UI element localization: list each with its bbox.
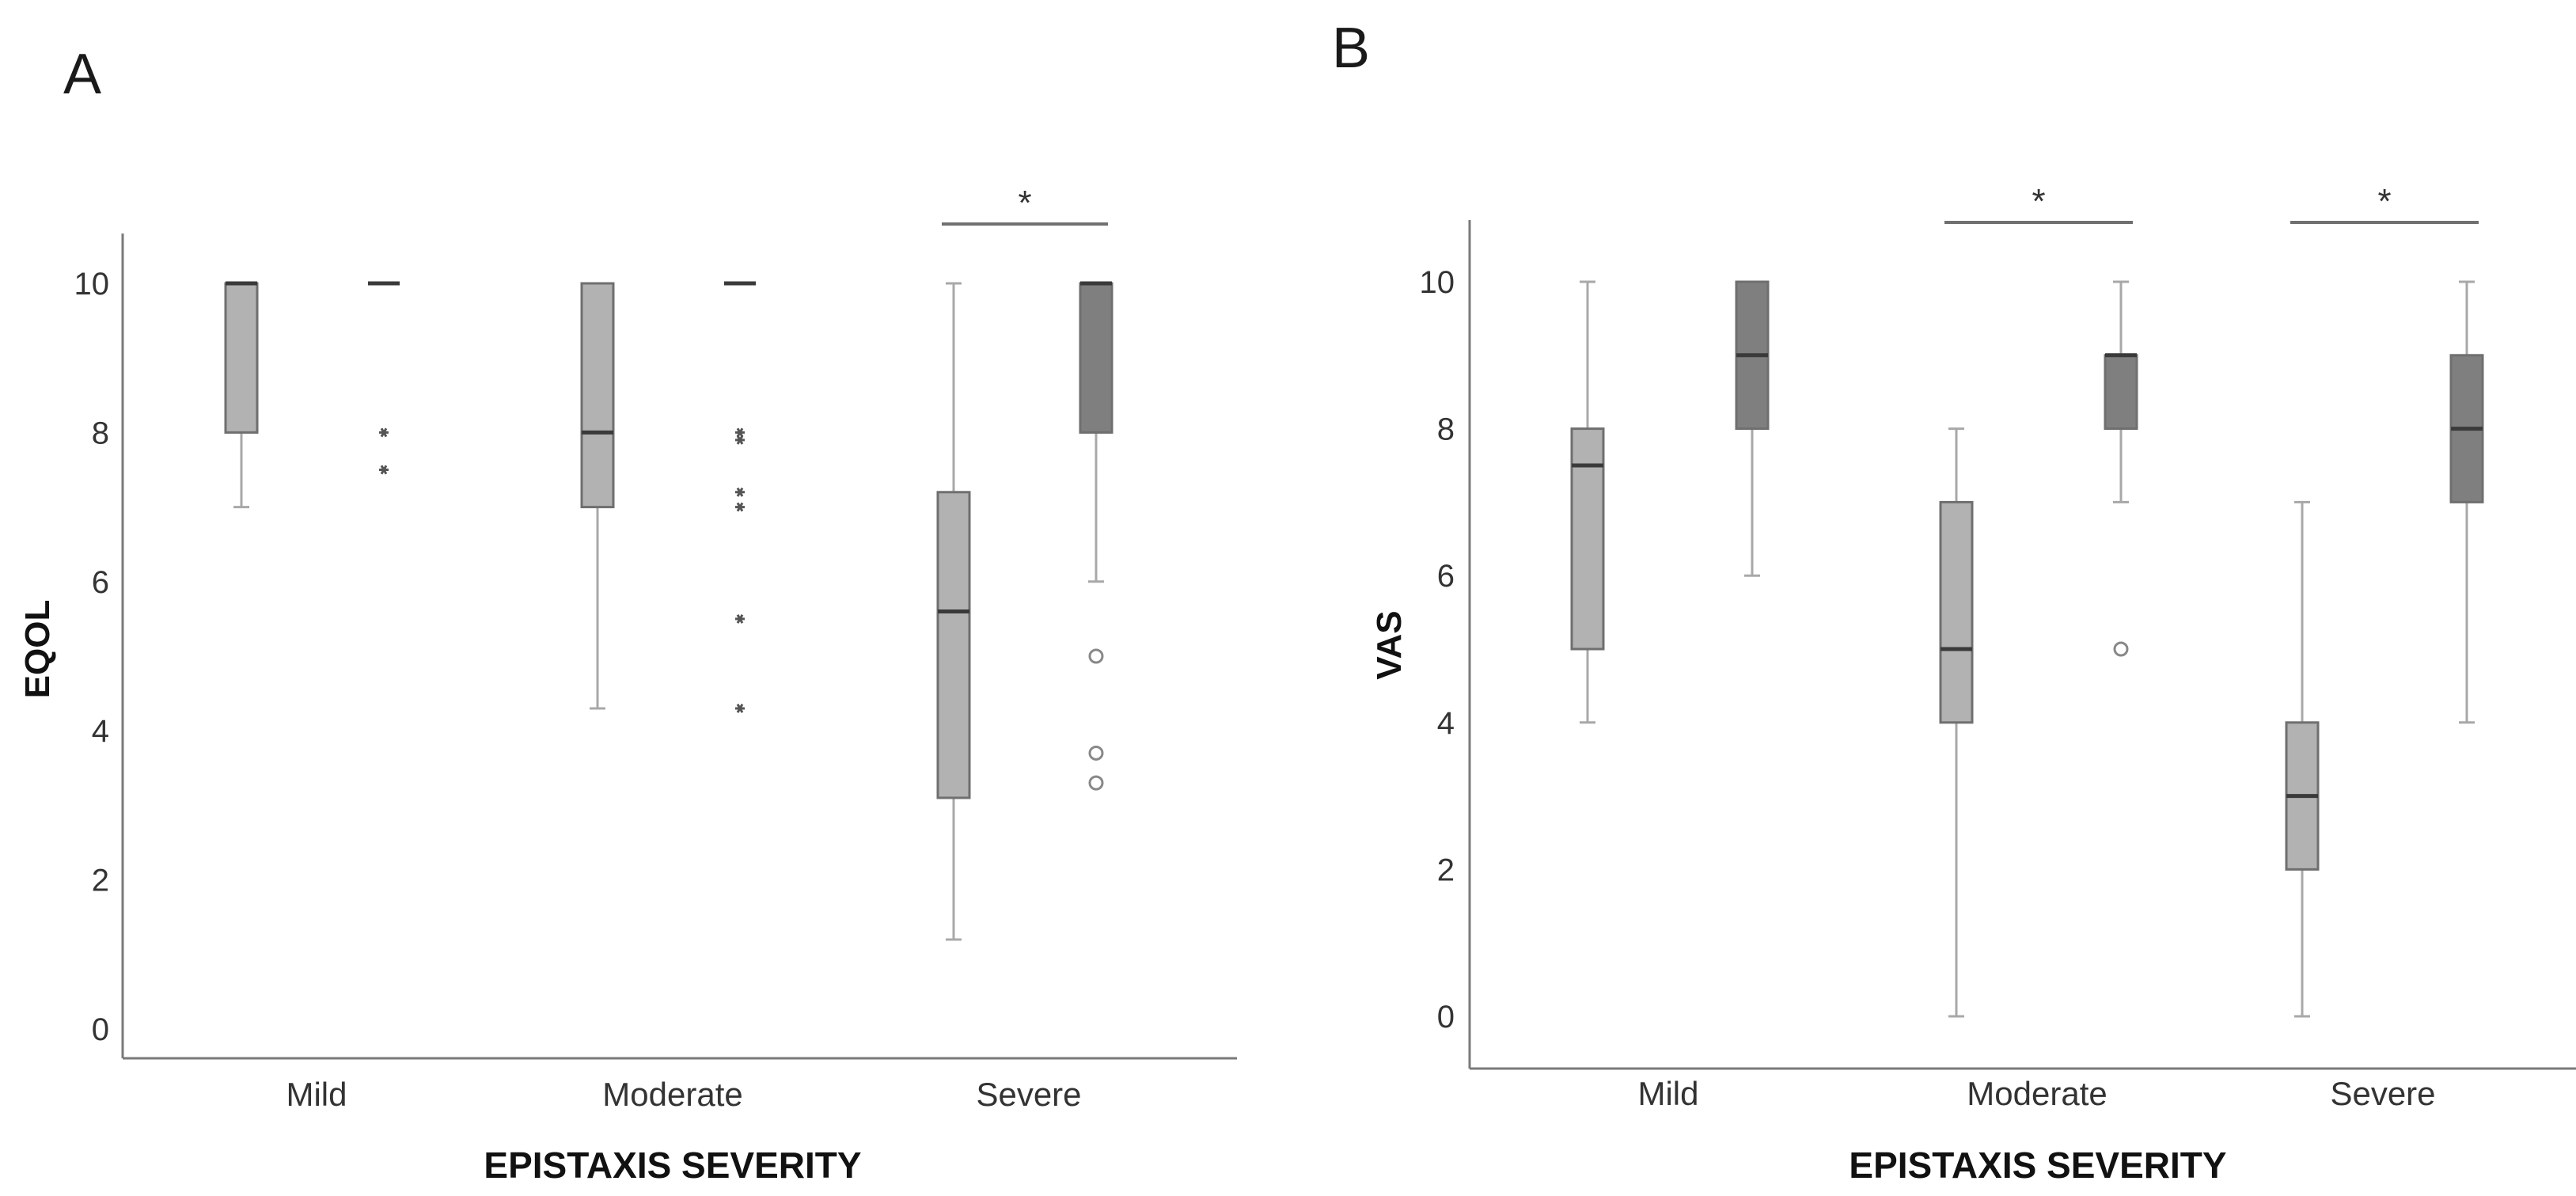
panel-b-moderate-before-box (1939, 500, 1974, 724)
panel-b-mild-before-box (1570, 427, 1605, 651)
panel-a-moderate-after-outlier-star (735, 435, 745, 445)
panel-a-severe-after-outlier-circle (1088, 745, 1104, 761)
panel-b-significance-marker: * (2377, 182, 2391, 221)
panel-a: A 0 2 4 6 8 10 Mild Moderate Severe EPIS… (18, 43, 1237, 1186)
panel-a-ytick: 8 (92, 416, 109, 450)
panel-a-plot-area (224, 281, 1113, 941)
panel-b-plot-area (1570, 280, 2484, 1018)
panel-a-mild-before-box (224, 282, 259, 434)
panel-b-category-label: Severe (2330, 1075, 2435, 1112)
panel-b-category-label: Moderate (1967, 1075, 2107, 1112)
panel-a-moderate-before-box (580, 282, 615, 509)
panel-b-significance-marker: * (2032, 182, 2045, 221)
panel-b: B 0 2 4 6 8 10 Mild Moderate Severe EPIS… (1332, 17, 2576, 1186)
panel-a-severe-after-outlier-circle (1088, 648, 1104, 664)
panel-a-ytick: 10 (74, 267, 110, 302)
panel-a-ytick: 0 (92, 1012, 109, 1047)
panel-a-moderate-after-outlier-star (735, 487, 745, 497)
panel-a-mild-after-outlier-star (379, 465, 389, 475)
panel-b-category-label: Mild (1637, 1075, 1698, 1112)
panel-b-moderate-after-box (2104, 354, 2138, 431)
panel-a-ytick: 2 (92, 864, 109, 898)
panel-a-moderate-after-outlier-star (735, 703, 745, 713)
panel-b-x-title: EPISTAXIS SEVERITY (1849, 1145, 2226, 1186)
panel-a-significance: * (942, 184, 1108, 226)
panel-b-ytick: 6 (1437, 559, 1455, 594)
panel-b-ytick: 8 (1437, 412, 1455, 447)
panel-a-y-title: EQOL (18, 600, 57, 699)
panel-a-moderate-after-outlier-star (735, 427, 745, 438)
panel-a-category-label: Severe (976, 1076, 1081, 1113)
panel-b-y-title: VAS (1370, 610, 1409, 679)
panel-b-moderate-after-outlier-circle (2113, 641, 2129, 657)
panel-a-letter: A (63, 43, 101, 106)
panel-b-ytick: 4 (1437, 706, 1455, 741)
panel-a-severe-after-box (1079, 282, 1113, 434)
panel-b-letter: B (1332, 17, 1370, 80)
panel-b-ytick: 2 (1437, 852, 1455, 887)
panel-a-severe-after-outlier-circle (1088, 775, 1104, 791)
panel-b-significance: * * (1944, 182, 2479, 224)
panel-a-ytick: 4 (92, 714, 109, 749)
panel-a-ytick: 6 (92, 565, 109, 600)
panel-a-significance-marker: * (1018, 184, 1031, 222)
panel-a-moderate-after-outlier-star (735, 502, 745, 512)
panel-a-category-label: Moderate (602, 1076, 742, 1113)
panel-b-ytick: 10 (1420, 265, 1455, 300)
panel-a-x-title: EPISTAXIS SEVERITY (484, 1145, 861, 1186)
panel-a-severe-before-box (936, 491, 971, 799)
panel-a-category-label: Mild (286, 1076, 347, 1113)
panel-a-moderate-after-outlier-star (735, 613, 745, 624)
panel-a-mild-after-outlier-star (379, 427, 389, 438)
panel-b-ytick: 0 (1437, 1000, 1455, 1035)
